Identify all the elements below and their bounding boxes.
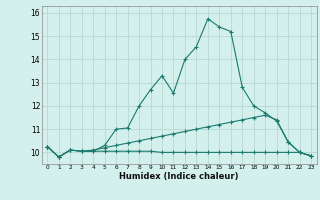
X-axis label: Humidex (Indice chaleur): Humidex (Indice chaleur)	[119, 172, 239, 181]
